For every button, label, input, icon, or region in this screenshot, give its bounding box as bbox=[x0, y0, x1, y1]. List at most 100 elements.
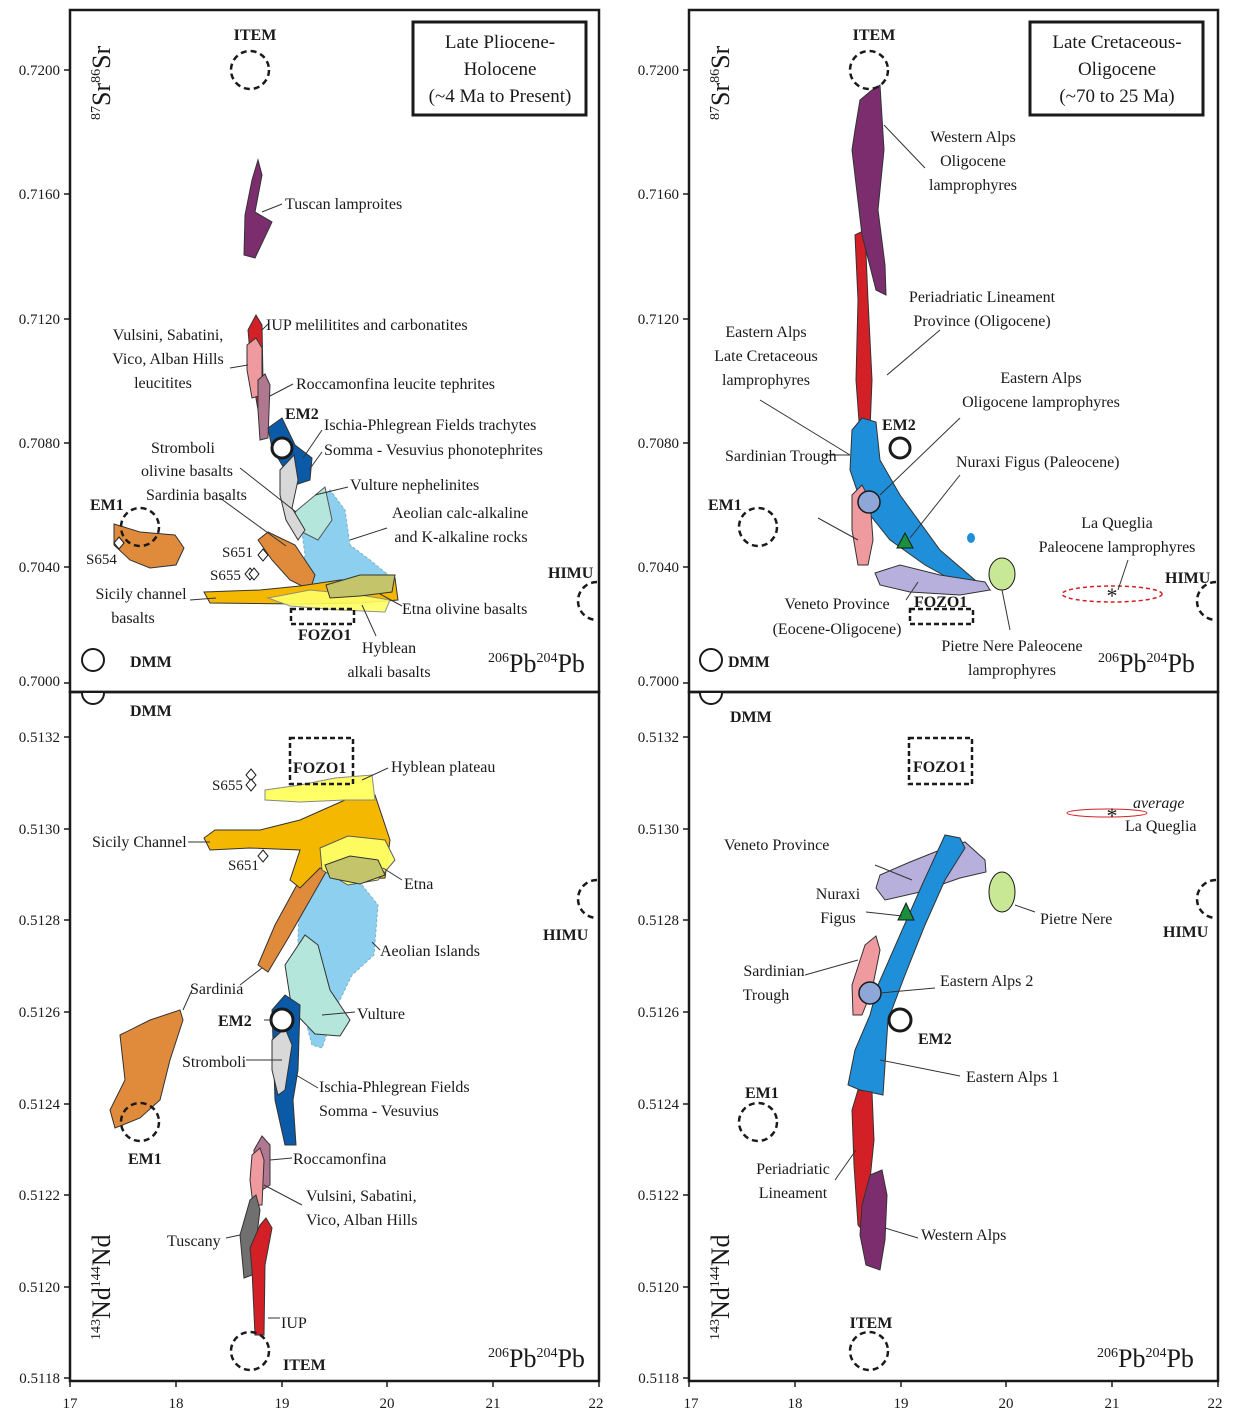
label-vulsini: Vico, Alban Hills bbox=[112, 351, 223, 368]
y-tick-label: 0.7040 bbox=[19, 560, 60, 576]
label-etna: Etna olivine basalts bbox=[402, 601, 527, 618]
field-western-alps bbox=[851, 84, 887, 296]
label-hyblean: Hyblean bbox=[362, 640, 416, 657]
fozo1-box bbox=[907, 736, 974, 786]
himu-circle bbox=[576, 580, 598, 622]
y-tick-label: 0.7120 bbox=[19, 312, 60, 328]
panel-bottom-left-frame bbox=[68, 690, 601, 1383]
chart-title-line2: Oligocene bbox=[1078, 59, 1156, 80]
field-etna-inner bbox=[324, 855, 386, 885]
y-tick-label: 0.5132 bbox=[638, 730, 679, 746]
y-tick-label: 0.7000 bbox=[638, 674, 679, 690]
label-vulsini: leucitites bbox=[134, 375, 192, 392]
label-vulture: Vulture bbox=[357, 1006, 405, 1023]
label-eastern-alps-1: Eastern Alps 1 bbox=[966, 1069, 1059, 1086]
svg-text:87Sr86Sr: 87Sr86Sr bbox=[706, 45, 735, 120]
em2-label: EM2 bbox=[918, 1031, 952, 1048]
y-tick-label: 0.5118 bbox=[638, 1371, 679, 1387]
item-circle bbox=[229, 1330, 271, 1372]
em2-point bbox=[269, 1007, 295, 1033]
label-western-alps: lamprophyres bbox=[929, 177, 1017, 194]
la-queglia-ellipse bbox=[1066, 808, 1148, 818]
label-la-queglia: La Queglia bbox=[1125, 818, 1197, 835]
label-periadriatic: Periadriatic bbox=[756, 1161, 830, 1178]
y-axis-sr-left: 0.7200 0.7160 0.7120 0.7080 0.7040 0.700… bbox=[19, 63, 70, 690]
label-pietre-nere: lamprophyres bbox=[968, 662, 1056, 679]
y-axis-title: 143Nd144Nd bbox=[706, 1234, 735, 1340]
label-ischia: Ischia-Phlegrean Fields trachytes bbox=[324, 417, 536, 434]
la-queglia-marker: * bbox=[1107, 583, 1118, 608]
label-vulsini: Vulsini, Sabatini, bbox=[113, 327, 224, 344]
himu-label: HIMU bbox=[543, 927, 589, 944]
y-tick-label: 0.7200 bbox=[638, 63, 679, 79]
field-western-alps bbox=[859, 1169, 888, 1271]
label-ischia: Ischia-Phlegrean Fields bbox=[319, 1079, 470, 1096]
y-tick-label: 0.5122 bbox=[638, 1188, 679, 1204]
dmm-circle bbox=[699, 692, 723, 705]
y-tick-label: 0.5126 bbox=[638, 1005, 680, 1021]
y-tick-label: 0.7080 bbox=[19, 436, 60, 452]
em2-point bbox=[270, 436, 294, 460]
y-tick-label: 0.5120 bbox=[19, 1280, 60, 1296]
label-sardinia-basalts: Sardinia basalts bbox=[146, 487, 247, 504]
label-hyblean: alkali basalts bbox=[347, 664, 430, 681]
sample-s654-marker bbox=[113, 536, 125, 550]
y-tick-label: 0.5124 bbox=[638, 1097, 680, 1113]
leader-lines bbox=[182, 767, 403, 1319]
himu-label: HIMU bbox=[548, 565, 594, 582]
field-stromboli bbox=[279, 453, 306, 541]
label-aeolian: Aeolian calc-alkaline bbox=[392, 505, 528, 522]
label-iup: IUP bbox=[281, 1315, 307, 1332]
svg-text:143Nd144Nd: 143Nd144Nd bbox=[87, 1234, 116, 1340]
x-axis-title: 206Pb204Pb bbox=[488, 649, 585, 678]
field-tuscany bbox=[239, 1194, 261, 1279]
y-tick-label: 0.7200 bbox=[19, 63, 60, 79]
item-label: ITEM bbox=[234, 27, 277, 44]
svg-text:143Nd144Nd: 143Nd144Nd bbox=[706, 1234, 735, 1340]
y-tick-label: 0.5124 bbox=[19, 1097, 61, 1113]
label-tuscany: Tuscany bbox=[167, 1233, 221, 1250]
pietre-nere-marker bbox=[988, 557, 1016, 591]
y-tick-label: 0.5118 bbox=[19, 1371, 60, 1387]
label-sardinian-trough: Trough bbox=[743, 987, 790, 1004]
chart-title-line1: Late Cretaceous- bbox=[1052, 32, 1181, 53]
label-somma-vesuvius: Somma - Vesuvius phonotephrites bbox=[324, 442, 543, 459]
label-average: average bbox=[1133, 795, 1185, 812]
label-eastern-alps-oligocene: Oligocene lamprophyres bbox=[962, 394, 1120, 411]
label-aeolian: and K-alkaline rocks bbox=[394, 529, 527, 546]
la-queglia-marker: * bbox=[1107, 803, 1118, 828]
fozo1-label: FOZO1 bbox=[913, 759, 966, 776]
fozo1-box bbox=[288, 736, 355, 786]
y-tick-label: 0.7120 bbox=[638, 312, 679, 328]
label-aeolian: Aeolian Islands bbox=[380, 943, 480, 960]
chart-title-line3: (~70 to 25 Ma) bbox=[1059, 86, 1174, 107]
label-iup: IUP melilitites and carbonatites bbox=[266, 317, 468, 334]
x-axis-left: 17 18 19 20 21 22 bbox=[63, 1381, 604, 1412]
x-axis-title: 206Pb204Pb bbox=[1098, 649, 1195, 678]
label-hyblean: Hyblean plateau bbox=[391, 759, 495, 776]
himu-circle bbox=[576, 878, 598, 920]
y-tick-label: 0.5120 bbox=[638, 1280, 679, 1296]
label-nuraxi-figus: Nuraxi Figus (Paleocene) bbox=[956, 454, 1120, 471]
label-eastern-alps-2: Eastern Alps 2 bbox=[940, 973, 1033, 990]
label-nuraxi-figus: Figus bbox=[820, 910, 856, 927]
dmm-label: DMM bbox=[730, 709, 772, 726]
y-tick-label: 0.5128 bbox=[19, 913, 60, 929]
pietre-nere-marker bbox=[988, 871, 1016, 913]
x-axis-right: 17 18 19 20 21 22 bbox=[684, 1381, 1223, 1412]
chart-title-line2: Holocene bbox=[464, 59, 537, 80]
label-sicily-channel: Sicily channel bbox=[95, 586, 187, 603]
x-axis-title: 206Pb204Pb bbox=[488, 1344, 585, 1373]
eastern-alps-2-marker bbox=[858, 981, 882, 1005]
em1-label: EM1 bbox=[90, 497, 124, 514]
em1-circle bbox=[119, 506, 161, 548]
em2-label: EM2 bbox=[218, 1013, 252, 1030]
y-axis-nd-right: 0.5132 0.5130 0.5128 0.5126 0.5124 0.512… bbox=[638, 730, 689, 1387]
himu-circle bbox=[1195, 580, 1217, 622]
label-nuraxi-figus: Nuraxi bbox=[816, 886, 861, 903]
item-label: ITEM bbox=[283, 1357, 326, 1374]
label-tuscan-lamproites: Tuscan lamproites bbox=[285, 196, 402, 213]
label-western-alps: Western Alps bbox=[921, 1227, 1006, 1244]
dmm-circle bbox=[81, 692, 105, 705]
label-stromboli: olivine basalts bbox=[141, 463, 233, 480]
